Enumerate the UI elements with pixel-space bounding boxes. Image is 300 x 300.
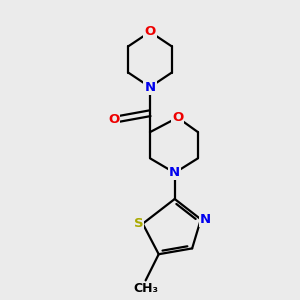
Text: O: O bbox=[172, 111, 183, 124]
Text: O: O bbox=[108, 112, 119, 126]
Text: S: S bbox=[134, 217, 143, 230]
Text: CH₃: CH₃ bbox=[133, 282, 158, 295]
Text: N: N bbox=[200, 213, 211, 226]
Text: N: N bbox=[144, 81, 156, 94]
Text: O: O bbox=[144, 25, 156, 38]
Text: N: N bbox=[169, 166, 180, 179]
